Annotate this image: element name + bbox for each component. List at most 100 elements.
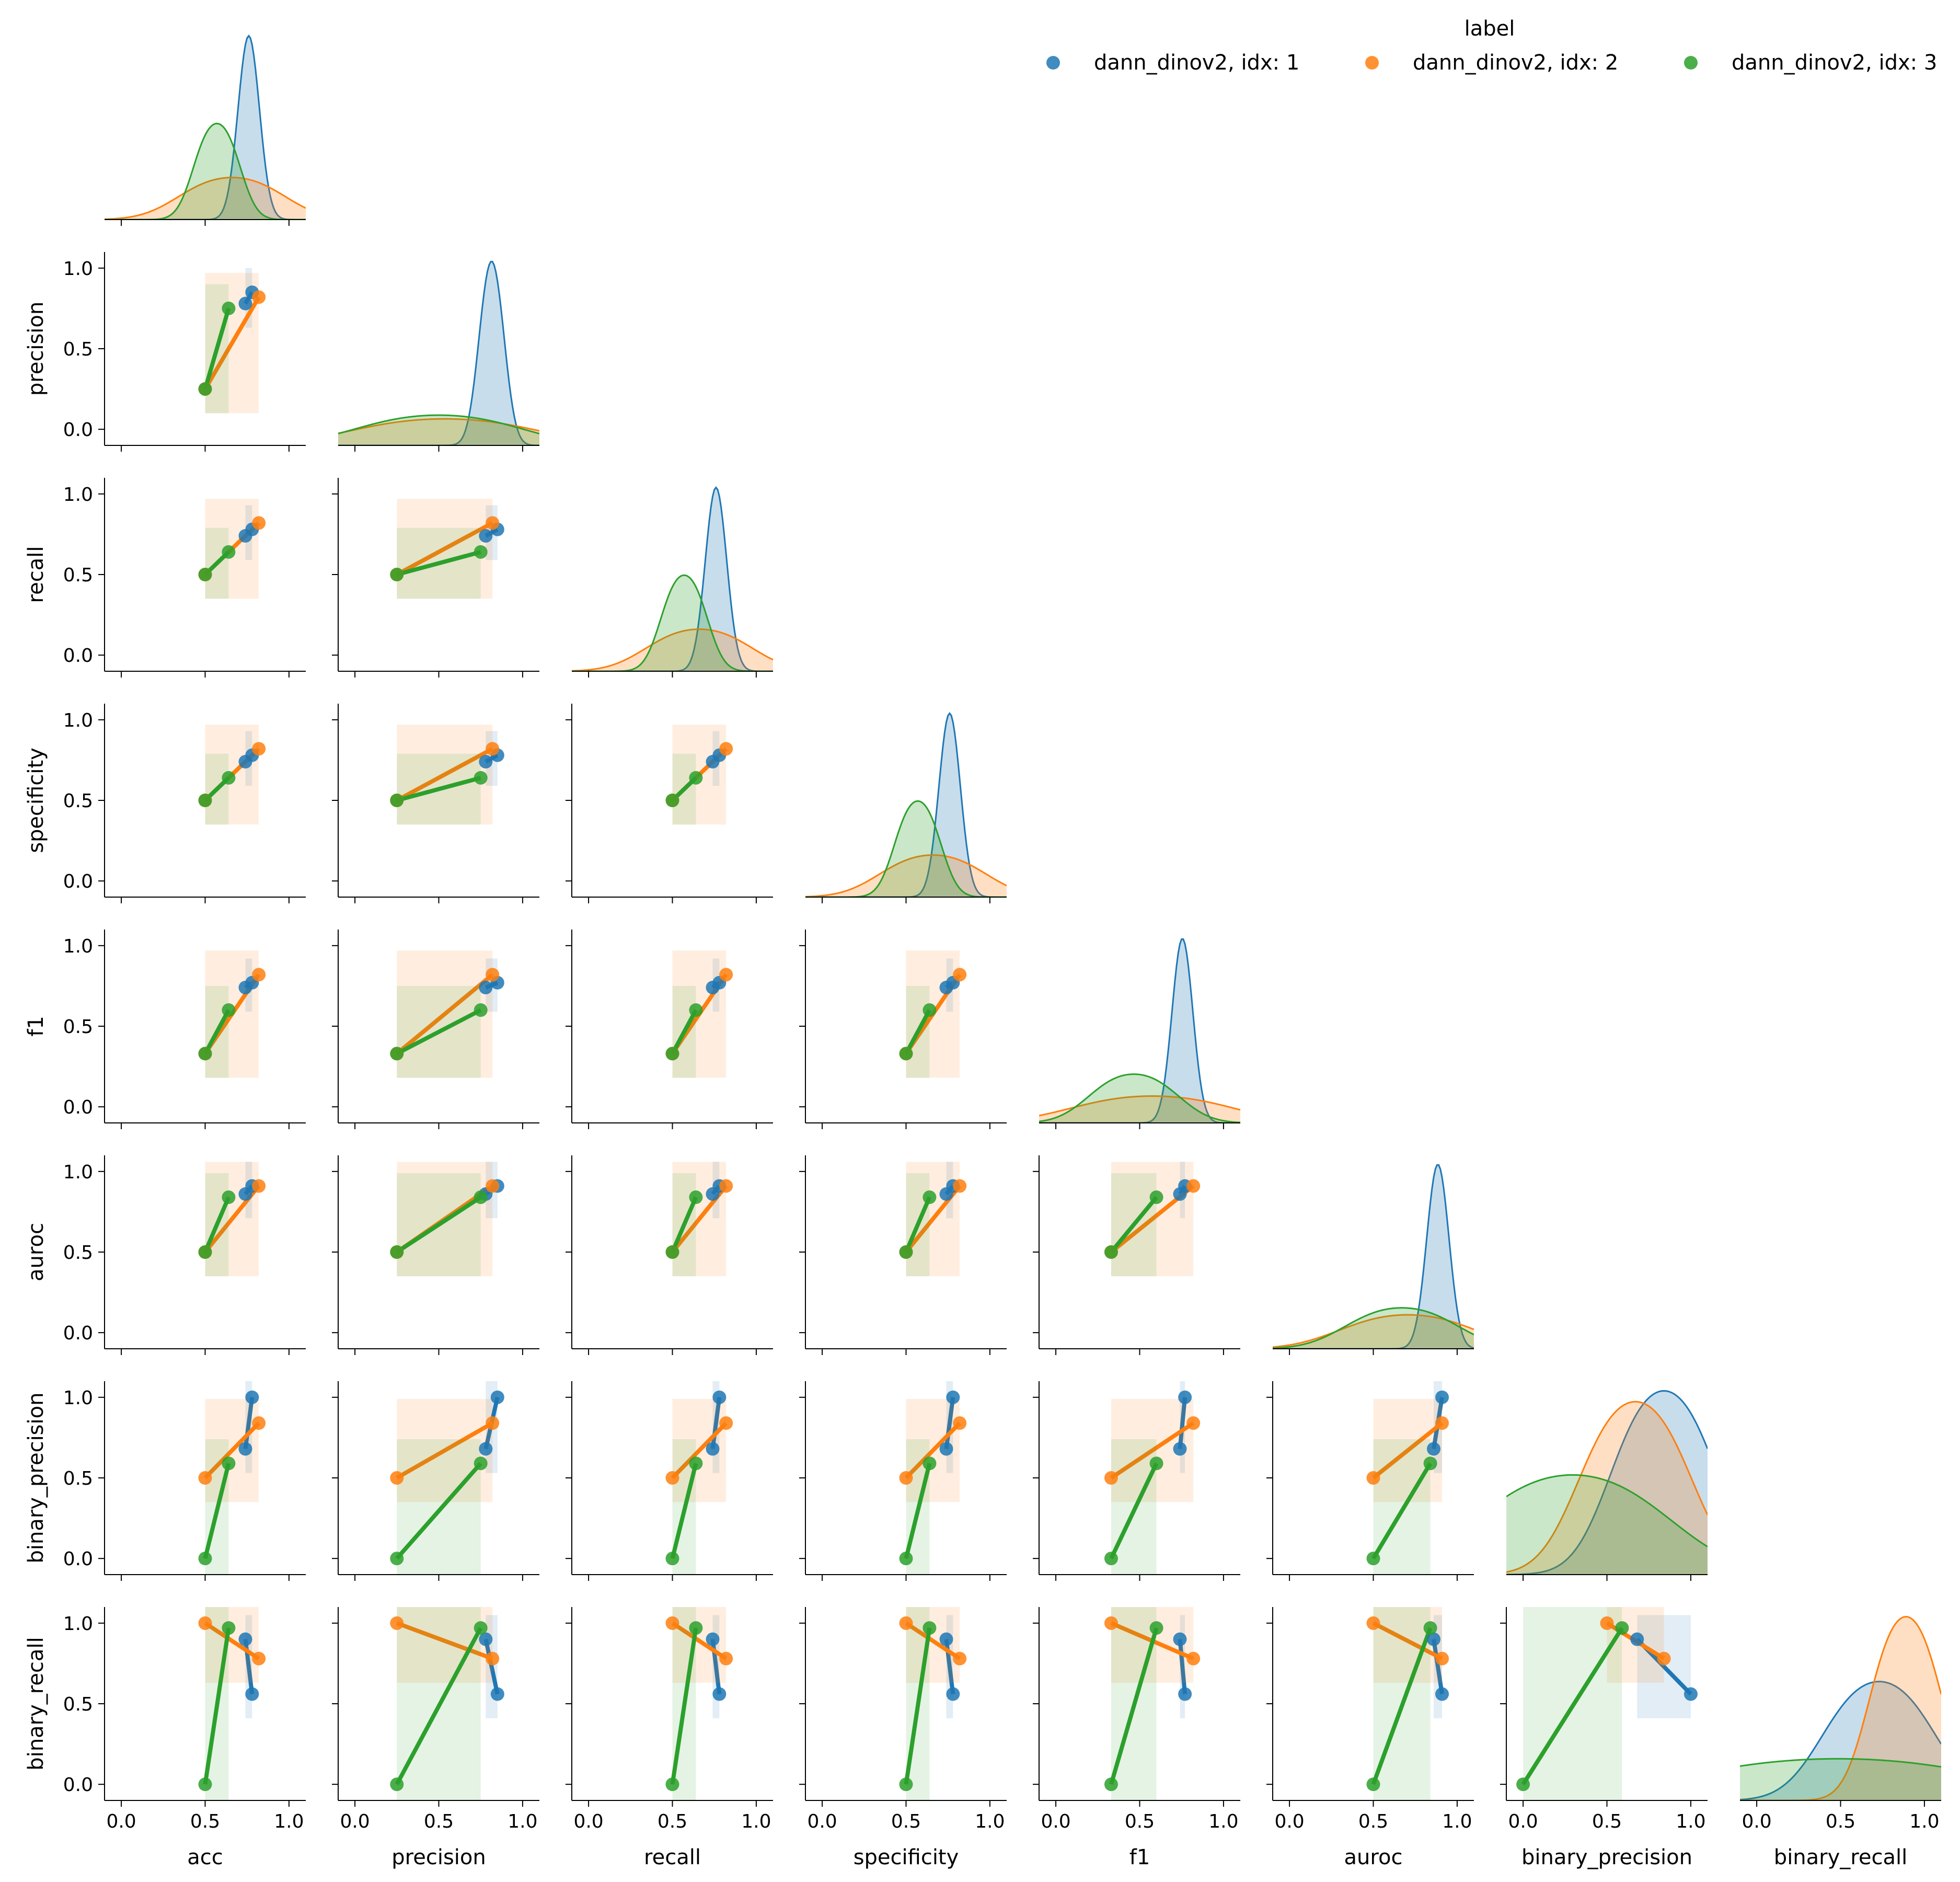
regression-line-binary_recall-vs-recall-series-3 xyxy=(670,1627,698,1785)
regression-line-recall-vs-precision-series-2 xyxy=(396,521,494,577)
regression-line-binary_recall-vs-precision-series-3 xyxy=(395,1627,483,1786)
kde-fill-precision-series-2 xyxy=(338,419,539,445)
point-f1-vs-specificity-series-3-1 xyxy=(899,1047,913,1061)
panel-acc-vs-acc xyxy=(105,34,306,226)
point-binary_precision-vs-specificity-series-2-1 xyxy=(899,1471,913,1485)
point-binary_precision-vs-acc-series-1-1 xyxy=(238,1442,252,1456)
point-auroc-vs-precision-series-3-1 xyxy=(390,1245,404,1259)
legend-marker-series-3 xyxy=(1684,56,1698,70)
panel-specificity-vs-precision xyxy=(332,704,539,903)
point-binary_recall-vs-f1-series-3-1 xyxy=(1104,1777,1118,1792)
point-auroc-vs-acc-series-3-1 xyxy=(198,1245,212,1259)
x-tick-label: 1.0 xyxy=(1208,1811,1238,1832)
panel-binary_precision-vs-specificity xyxy=(799,1381,1007,1581)
kde-line-recall-series-2 xyxy=(572,628,773,671)
panel-f1-vs-recall xyxy=(566,929,773,1129)
kde-fill-specificity-series-3 xyxy=(805,801,1007,897)
kde-line-auroc-series-3 xyxy=(1273,1307,1474,1349)
point-specificity-vs-recall-series-3-1 xyxy=(665,794,679,807)
point-binary_precision-vs-acc-series-1-2 xyxy=(245,1390,259,1404)
legend-title: label xyxy=(1465,17,1515,41)
y-tick-label: 1.0 xyxy=(63,936,93,957)
point-f1-vs-acc-series-3-2 xyxy=(222,1003,236,1017)
x-tick-label: 0.5 xyxy=(424,1811,454,1832)
x-tick-label: 0.0 xyxy=(1041,1811,1070,1832)
point-binary_recall-vs-precision-series-1-2 xyxy=(490,1687,504,1701)
y-tick-label: 1.0 xyxy=(63,1387,93,1409)
regression-line-recall-vs-precision-series-3 xyxy=(396,549,481,577)
point-auroc-vs-precision-series-3-2 xyxy=(474,1190,488,1204)
regression-line-binary_precision-vs-acc-series-3 xyxy=(203,1463,231,1559)
kde-fill-binary_precision-series-3 xyxy=(1506,1475,1708,1575)
ci-band-binary_recall-vs-precision-series-2 xyxy=(397,1607,493,1683)
x-tick-label: 0.0 xyxy=(807,1811,837,1832)
legend-marker-series-2 xyxy=(1365,56,1379,70)
regression-line-specificity-vs-precision-series-3 xyxy=(396,775,481,802)
kde-fill-recall-series-3 xyxy=(572,575,773,671)
panel-binary_recall-vs-acc: 0.0 0.5 1.0 0.0 0.5 1.0 xyxy=(63,1607,306,1832)
panel-precision-vs-acc: 0.0 0.5 1.0 xyxy=(63,252,306,452)
point-binary_precision-vs-specificity-series-1-1 xyxy=(939,1442,953,1456)
y-tick-label: 1.0 xyxy=(63,1613,93,1635)
x-axis-label-f1: f1 xyxy=(1129,1845,1150,1869)
point-recall-vs-acc-series-2-2 xyxy=(252,516,266,530)
point-binary_precision-vs-recall-series-2-1 xyxy=(665,1471,679,1485)
regression-line-precision-vs-acc-series-3 xyxy=(203,307,231,390)
point-binary_precision-vs-recall-series-2-2 xyxy=(719,1416,733,1430)
point-binary_precision-vs-auroc-series-2-2 xyxy=(1435,1416,1449,1430)
regression-line-binary_precision-vs-acc-series-2 xyxy=(203,1421,261,1479)
point-binary_recall-vs-binary_precision-series-1-1 xyxy=(1630,1632,1644,1646)
regression-line-f1-vs-recall-series-3 xyxy=(670,1009,698,1055)
panel-specificity-vs-acc: 0.0 0.5 1.0 xyxy=(63,704,306,903)
panel-f1-vs-specificity xyxy=(799,929,1007,1129)
panel-specificity-vs-specificity xyxy=(805,712,1007,903)
point-recall-vs-precision-series-3-1 xyxy=(390,568,404,581)
point-binary_recall-vs-recall-series-2-1 xyxy=(665,1616,679,1630)
point-binary_recall-vs-precision-series-3-2 xyxy=(474,1621,488,1635)
point-specificity-vs-acc-series-3-2 xyxy=(222,771,236,785)
regression-line-binary_recall-vs-auroc-series-3 xyxy=(1371,1627,1433,1785)
x-axis-label-recall: recall xyxy=(644,1845,701,1869)
y-axis-label-precision: precision xyxy=(24,302,48,396)
point-binary_recall-vs-acc-series-3-2 xyxy=(222,1621,236,1635)
panel-auroc-vs-specificity xyxy=(799,1155,1007,1355)
panel-f1-vs-precision xyxy=(332,929,539,1129)
legend-label-series-2: dann_dinov2, idx: 2 xyxy=(1413,51,1618,75)
point-auroc-vs-acc-series-3-2 xyxy=(222,1190,236,1204)
panel-precision-vs-precision xyxy=(338,261,539,452)
legend-label-series-1: dann_dinov2, idx: 1 xyxy=(1094,51,1299,75)
x-tick-label: 0.0 xyxy=(1508,1811,1538,1832)
regression-line-binary_recall-vs-recall-series-2 xyxy=(671,1621,728,1661)
point-auroc-vs-recall-series-3-2 xyxy=(689,1190,703,1204)
point-precision-vs-acc-series-1-1 xyxy=(238,296,252,311)
point-auroc-vs-recall-series-3-1 xyxy=(665,1245,679,1259)
point-binary_recall-vs-recall-series-2-2 xyxy=(719,1651,733,1666)
regression-line-binary_precision-vs-recall-series-2 xyxy=(671,1421,728,1479)
regression-line-binary_precision-vs-recall-series-1 xyxy=(710,1397,722,1450)
kde-line-auroc-series-1 xyxy=(1273,1164,1474,1349)
point-binary_recall-vs-binary_precision-series-1-2 xyxy=(1684,1687,1698,1701)
y-tick-label: 0.5 xyxy=(63,1468,93,1489)
kde-fill-f1-series-2 xyxy=(1039,1096,1240,1123)
point-binary_recall-vs-f1-series-2-1 xyxy=(1104,1616,1118,1630)
regression-line-binary_recall-vs-specificity-series-2 xyxy=(905,1621,961,1661)
point-binary_recall-vs-specificity-series-2-1 xyxy=(899,1616,913,1630)
x-tick-label: 0.0 xyxy=(573,1811,603,1832)
kde-fill-binary_precision-series-1 xyxy=(1506,1391,1708,1575)
point-binary_recall-vs-specificity-series-3-1 xyxy=(899,1777,913,1792)
point-binary_recall-vs-acc-series-2-1 xyxy=(198,1616,212,1630)
panel-f1-vs-acc: 0.0 0.5 1.0 xyxy=(63,929,306,1129)
panel-binary_precision-vs-precision xyxy=(332,1381,539,1581)
regression-line-binary_precision-vs-f1-series-2 xyxy=(1110,1421,1195,1480)
kde-fill-precision-series-1 xyxy=(338,261,539,445)
point-specificity-vs-recall-series-3-2 xyxy=(689,771,703,785)
point-binary_precision-vs-recall-series-1-1 xyxy=(706,1442,720,1456)
kde-line-binary_precision-series-2 xyxy=(1506,1401,1708,1573)
y-tick-label: 1.0 xyxy=(63,1162,93,1183)
panel-auroc-vs-f1 xyxy=(1033,1155,1240,1355)
point-auroc-vs-specificity-series-3-1 xyxy=(899,1245,913,1259)
regression-line-binary_precision-vs-specificity-series-1 xyxy=(944,1397,955,1450)
ci-band-binary_precision-vs-precision-series-3 xyxy=(397,1439,481,1575)
point-auroc-vs-f1-series-3-2 xyxy=(1149,1190,1163,1204)
kde-fill-specificity-series-1 xyxy=(805,713,1007,897)
